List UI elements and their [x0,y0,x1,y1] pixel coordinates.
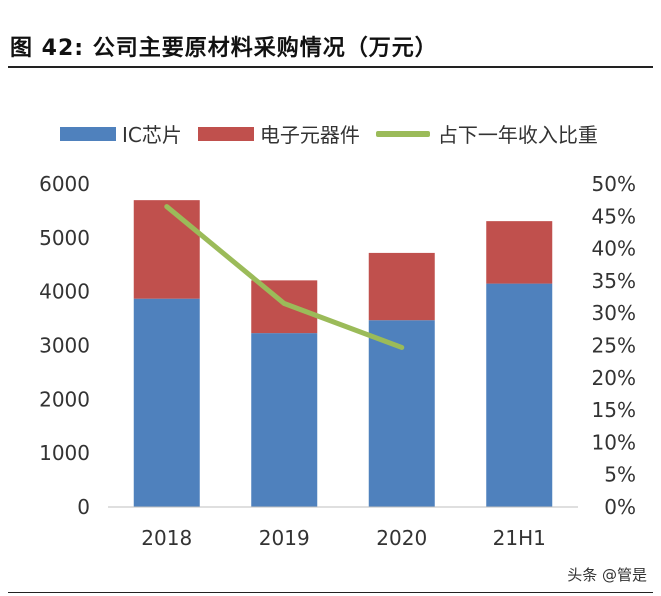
y-tick-label: 3000 [39,334,90,358]
y2-tick-label: 30% [592,301,636,325]
y-tick-label: 1000 [39,441,90,465]
legend-label-ratio: 占下一年收入比重 [437,123,598,147]
x-tick-label: 2018 [141,526,192,550]
bottom-divider [8,592,653,593]
legend-label-ic: IC芯片 [122,123,182,147]
y2-tick-label: 0% [604,495,636,519]
x-tick-label: 2019 [259,526,310,550]
y2-tick-label: 50% [592,172,636,196]
legend-swatch-ic [60,126,116,141]
y-tick-label: 0 [77,495,90,519]
bar-ic-2019 [251,333,318,507]
legend-swatch-electronic [197,126,254,141]
y-tick-label: 4000 [39,280,90,304]
chart-title: 图 42: 公司主要原材料采购情况（万元） [10,36,438,61]
y2-tick-label: 20% [592,366,636,390]
watermark: 头条 @管是 [567,566,647,584]
bar-ic-2018 [133,298,200,507]
bar-electronic-2018 [133,200,200,299]
y2-tick-label: 40% [592,237,636,261]
legend-item-ic: IC芯片 [60,119,182,148]
bar-electronic-21H1 [486,221,553,284]
y2-tick-label: 5% [604,463,636,487]
x-tick-label: 2020 [376,526,427,550]
ratio-line [164,204,405,350]
legend-label-electronic: 电子元器件 [259,123,360,147]
legend-item-electronic: 电子元器件 [197,119,360,148]
y2-tick-label: 15% [592,398,636,422]
bar-electronic-2019 [251,280,318,334]
legend-item-ratio: 占下一年收入比重 [375,119,598,148]
y2-tick-label: 45% [592,204,636,228]
y-tick-label: 6000 [39,172,90,196]
bar-electronic-2020 [368,252,435,321]
y2-tick-label: 25% [592,334,636,358]
top-divider [8,66,653,68]
y-tick-label: 5000 [39,226,90,250]
chart-legend: IC芯片 电子元器件 占下一年收入比重 [60,119,614,148]
x-tick-label: 21H1 [493,526,546,550]
bar-ic-21H1 [486,283,553,507]
bar-ic-2020 [368,320,435,507]
y2-tick-label: 35% [592,269,636,293]
y2-tick-label: 10% [592,430,636,454]
y-tick-label: 2000 [39,387,90,411]
legend-swatch-ratio [375,130,430,137]
